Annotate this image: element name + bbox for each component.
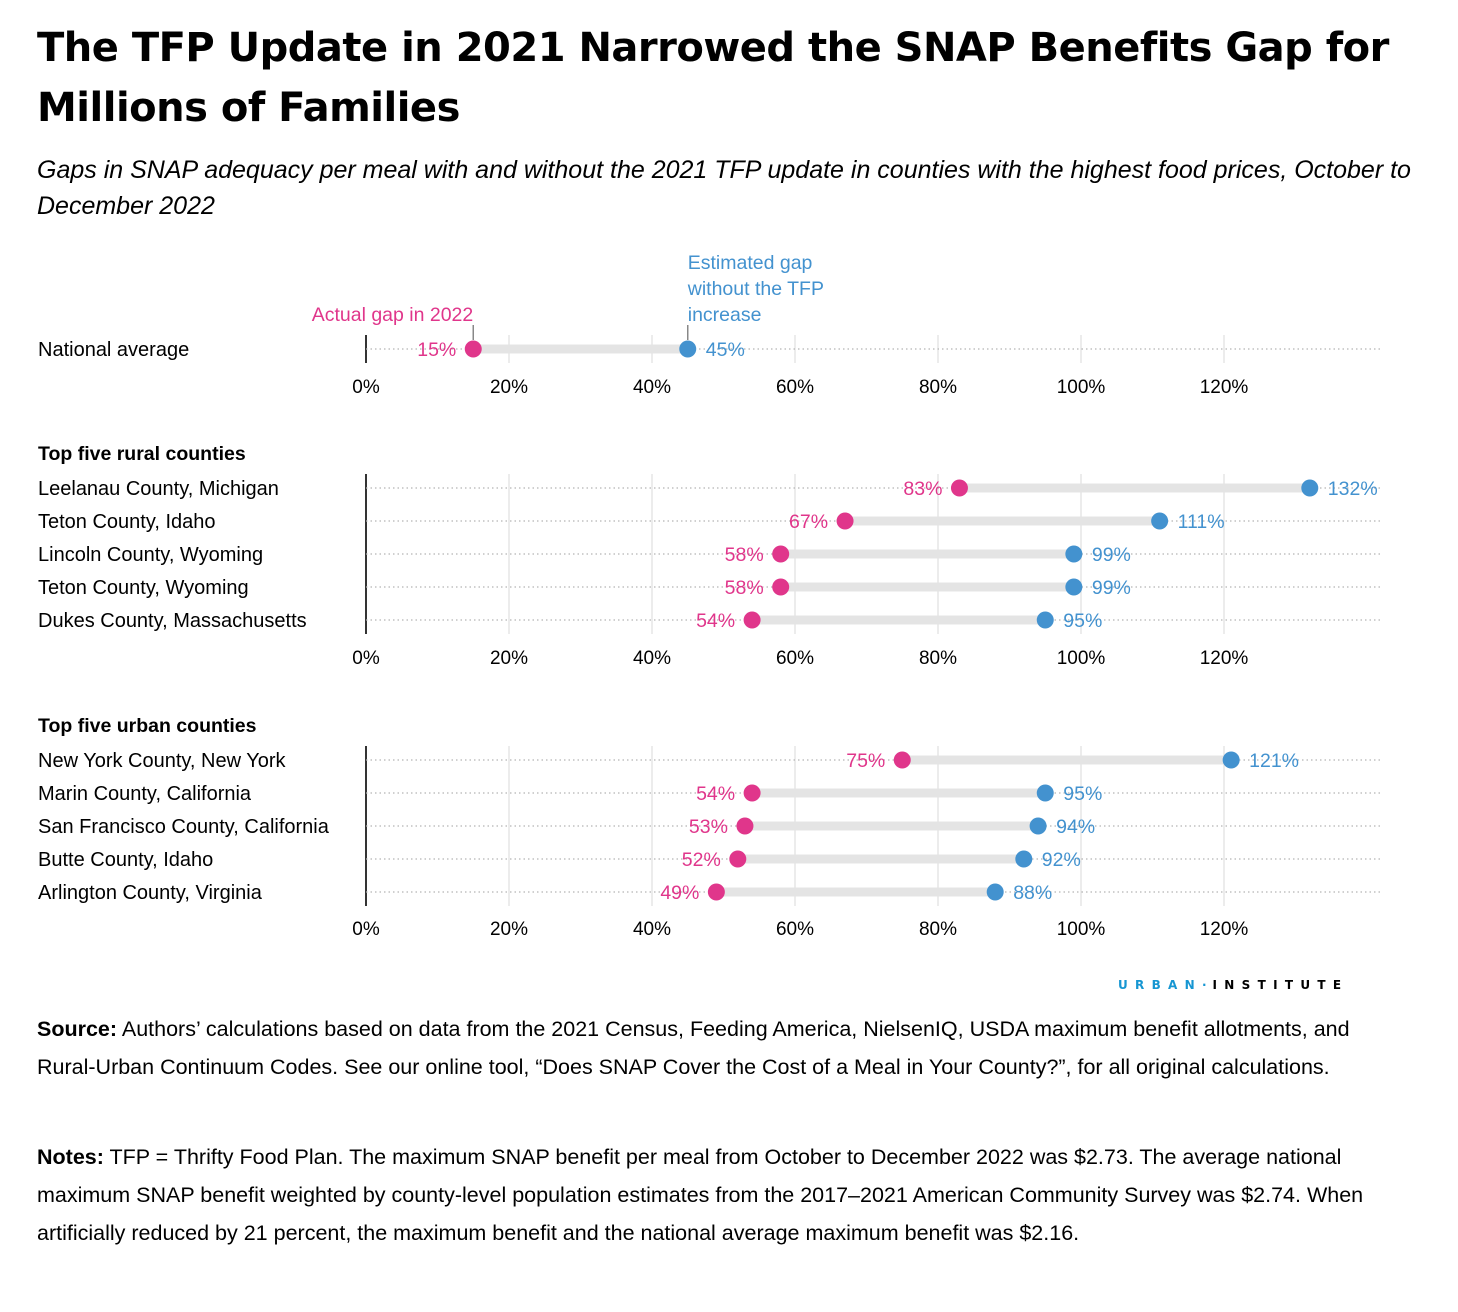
x-tick-label: 100% bbox=[1057, 648, 1106, 669]
estimated-gap-label: 95% bbox=[1063, 610, 1102, 632]
row-label: Marin County, California bbox=[38, 783, 252, 805]
x-tick-label: 20% bbox=[490, 919, 528, 940]
dumbbell-chart: 0% 20% 40% 60% 80% 100% 120% National average 15… bbox=[38, 252, 1382, 940]
actual-gap-label: 75% bbox=[846, 750, 885, 772]
estimated-gap-dot bbox=[1029, 817, 1047, 835]
estimated-gap-annotation: without the TFP bbox=[687, 278, 824, 300]
source-text: Authors’ calculations based on data from… bbox=[37, 1017, 1350, 1079]
x-tick-label: 60% bbox=[776, 919, 814, 940]
row-label: Teton County, Idaho bbox=[38, 511, 216, 533]
x-tick-label: 40% bbox=[633, 377, 671, 398]
estimated-gap-label: 111% bbox=[1178, 511, 1225, 533]
estimated-gap-label: 45% bbox=[706, 339, 745, 361]
actual-gap-dot bbox=[950, 479, 968, 497]
estimated-gap-label: 94% bbox=[1056, 816, 1095, 838]
x-tick-label: 120% bbox=[1200, 377, 1249, 398]
x-tick-label: 20% bbox=[490, 377, 528, 398]
urban-institute-logo: URBAN·INSTITUTE bbox=[1118, 978, 1349, 992]
panel-heading: Top five rural counties bbox=[38, 443, 246, 465]
notes-text: TFP = Thrifty Food Plan. The maximum SNA… bbox=[37, 1145, 1364, 1245]
actual-gap-dot bbox=[743, 611, 761, 629]
x-tick-label: 100% bbox=[1057, 919, 1106, 940]
actual-gap-label: 58% bbox=[725, 544, 764, 566]
actual-gap-label: 67% bbox=[789, 511, 828, 533]
x-tick-label: 120% bbox=[1200, 648, 1249, 669]
actual-gap-annotation: Actual gap in 2022 bbox=[312, 304, 474, 326]
x-tick-label: 0% bbox=[352, 377, 380, 398]
actual-gap-dot bbox=[729, 850, 747, 868]
row-label: Butte County, Idaho bbox=[38, 849, 213, 871]
row-label: National average bbox=[38, 339, 189, 361]
panel-heading: Top five urban counties bbox=[38, 715, 257, 737]
actual-gap-dot bbox=[743, 784, 761, 802]
actual-gap-label: 58% bbox=[725, 577, 764, 599]
source-note: Source: Authors’ calculations based on d… bbox=[37, 1010, 1397, 1086]
estimated-gap-dot bbox=[1036, 611, 1054, 629]
estimated-gap-label: 88% bbox=[1013, 882, 1052, 904]
actual-gap-dot bbox=[772, 578, 790, 596]
row-label: Arlington County, Virginia bbox=[38, 882, 263, 904]
row-label: Lincoln County, Wyoming bbox=[38, 544, 263, 566]
estimated-gap-annotation: Estimated gap bbox=[688, 252, 813, 274]
estimated-gap-label: 99% bbox=[1092, 577, 1131, 599]
actual-gap-dot bbox=[736, 817, 754, 835]
estimated-gap-dot bbox=[1015, 850, 1033, 868]
row-label: San Francisco County, California bbox=[38, 816, 330, 838]
x-tick-label: 0% bbox=[352, 919, 380, 940]
x-tick-label: 80% bbox=[919, 648, 957, 669]
actual-gap-dot bbox=[893, 751, 911, 769]
actual-gap-dot bbox=[836, 512, 854, 530]
x-tick-label: 100% bbox=[1057, 377, 1106, 398]
estimated-gap-annotation: increase bbox=[688, 304, 762, 326]
row-label: Dukes County, Massachusetts bbox=[38, 610, 307, 632]
estimated-gap-dot bbox=[1301, 479, 1319, 497]
estimated-gap-dot bbox=[1036, 784, 1054, 802]
estimated-gap-label: 92% bbox=[1042, 849, 1081, 871]
estimated-gap-label: 132% bbox=[1328, 478, 1378, 500]
actual-gap-label: 52% bbox=[682, 849, 721, 871]
x-tick-label: 80% bbox=[919, 919, 957, 940]
notes-label: Notes: bbox=[37, 1145, 104, 1169]
actual-gap-dot bbox=[707, 883, 725, 901]
estimated-gap-label: 95% bbox=[1063, 783, 1102, 805]
row-label: Leelanau County, Michigan bbox=[38, 478, 279, 500]
x-tick-label: 20% bbox=[490, 648, 528, 669]
x-tick-label: 40% bbox=[633, 648, 671, 669]
estimated-gap-dot bbox=[1151, 512, 1169, 530]
x-tick-label: 120% bbox=[1200, 919, 1249, 940]
actual-gap-label: 54% bbox=[696, 783, 735, 805]
actual-gap-label: 15% bbox=[417, 339, 456, 361]
source-label: Source: bbox=[37, 1017, 118, 1041]
actual-gap-label: 49% bbox=[660, 882, 699, 904]
notes-note: Notes: TFP = Thrifty Food Plan. The maxi… bbox=[37, 1138, 1397, 1252]
row-label: Teton County, Wyoming bbox=[38, 577, 249, 599]
estimated-gap-dot bbox=[1065, 578, 1083, 596]
estimated-gap-dot bbox=[1222, 751, 1240, 769]
chart-subtitle: Gaps in SNAP adequacy per meal with and … bbox=[37, 156, 1411, 220]
x-tick-label: 40% bbox=[633, 919, 671, 940]
x-tick-label: 0% bbox=[352, 648, 380, 669]
actual-gap-label: 53% bbox=[689, 816, 728, 838]
estimated-gap-label: 121% bbox=[1249, 750, 1299, 772]
x-tick-label: 80% bbox=[919, 377, 957, 398]
actual-gap-dot bbox=[464, 340, 482, 358]
estimated-gap-label: 99% bbox=[1092, 544, 1131, 566]
x-tick-label: 60% bbox=[776, 648, 814, 669]
actual-gap-label: 83% bbox=[903, 478, 942, 500]
actual-gap-label: 54% bbox=[696, 610, 735, 632]
row-label: New York County, New York bbox=[38, 750, 287, 772]
actual-gap-dot bbox=[772, 545, 790, 563]
estimated-gap-dot bbox=[1065, 545, 1083, 563]
chart-title: The TFP Update in 2021 Narrowed the SNAP… bbox=[37, 25, 1389, 131]
x-tick-label: 60% bbox=[776, 377, 814, 398]
estimated-gap-dot bbox=[986, 883, 1004, 901]
estimated-gap-dot bbox=[679, 340, 697, 358]
